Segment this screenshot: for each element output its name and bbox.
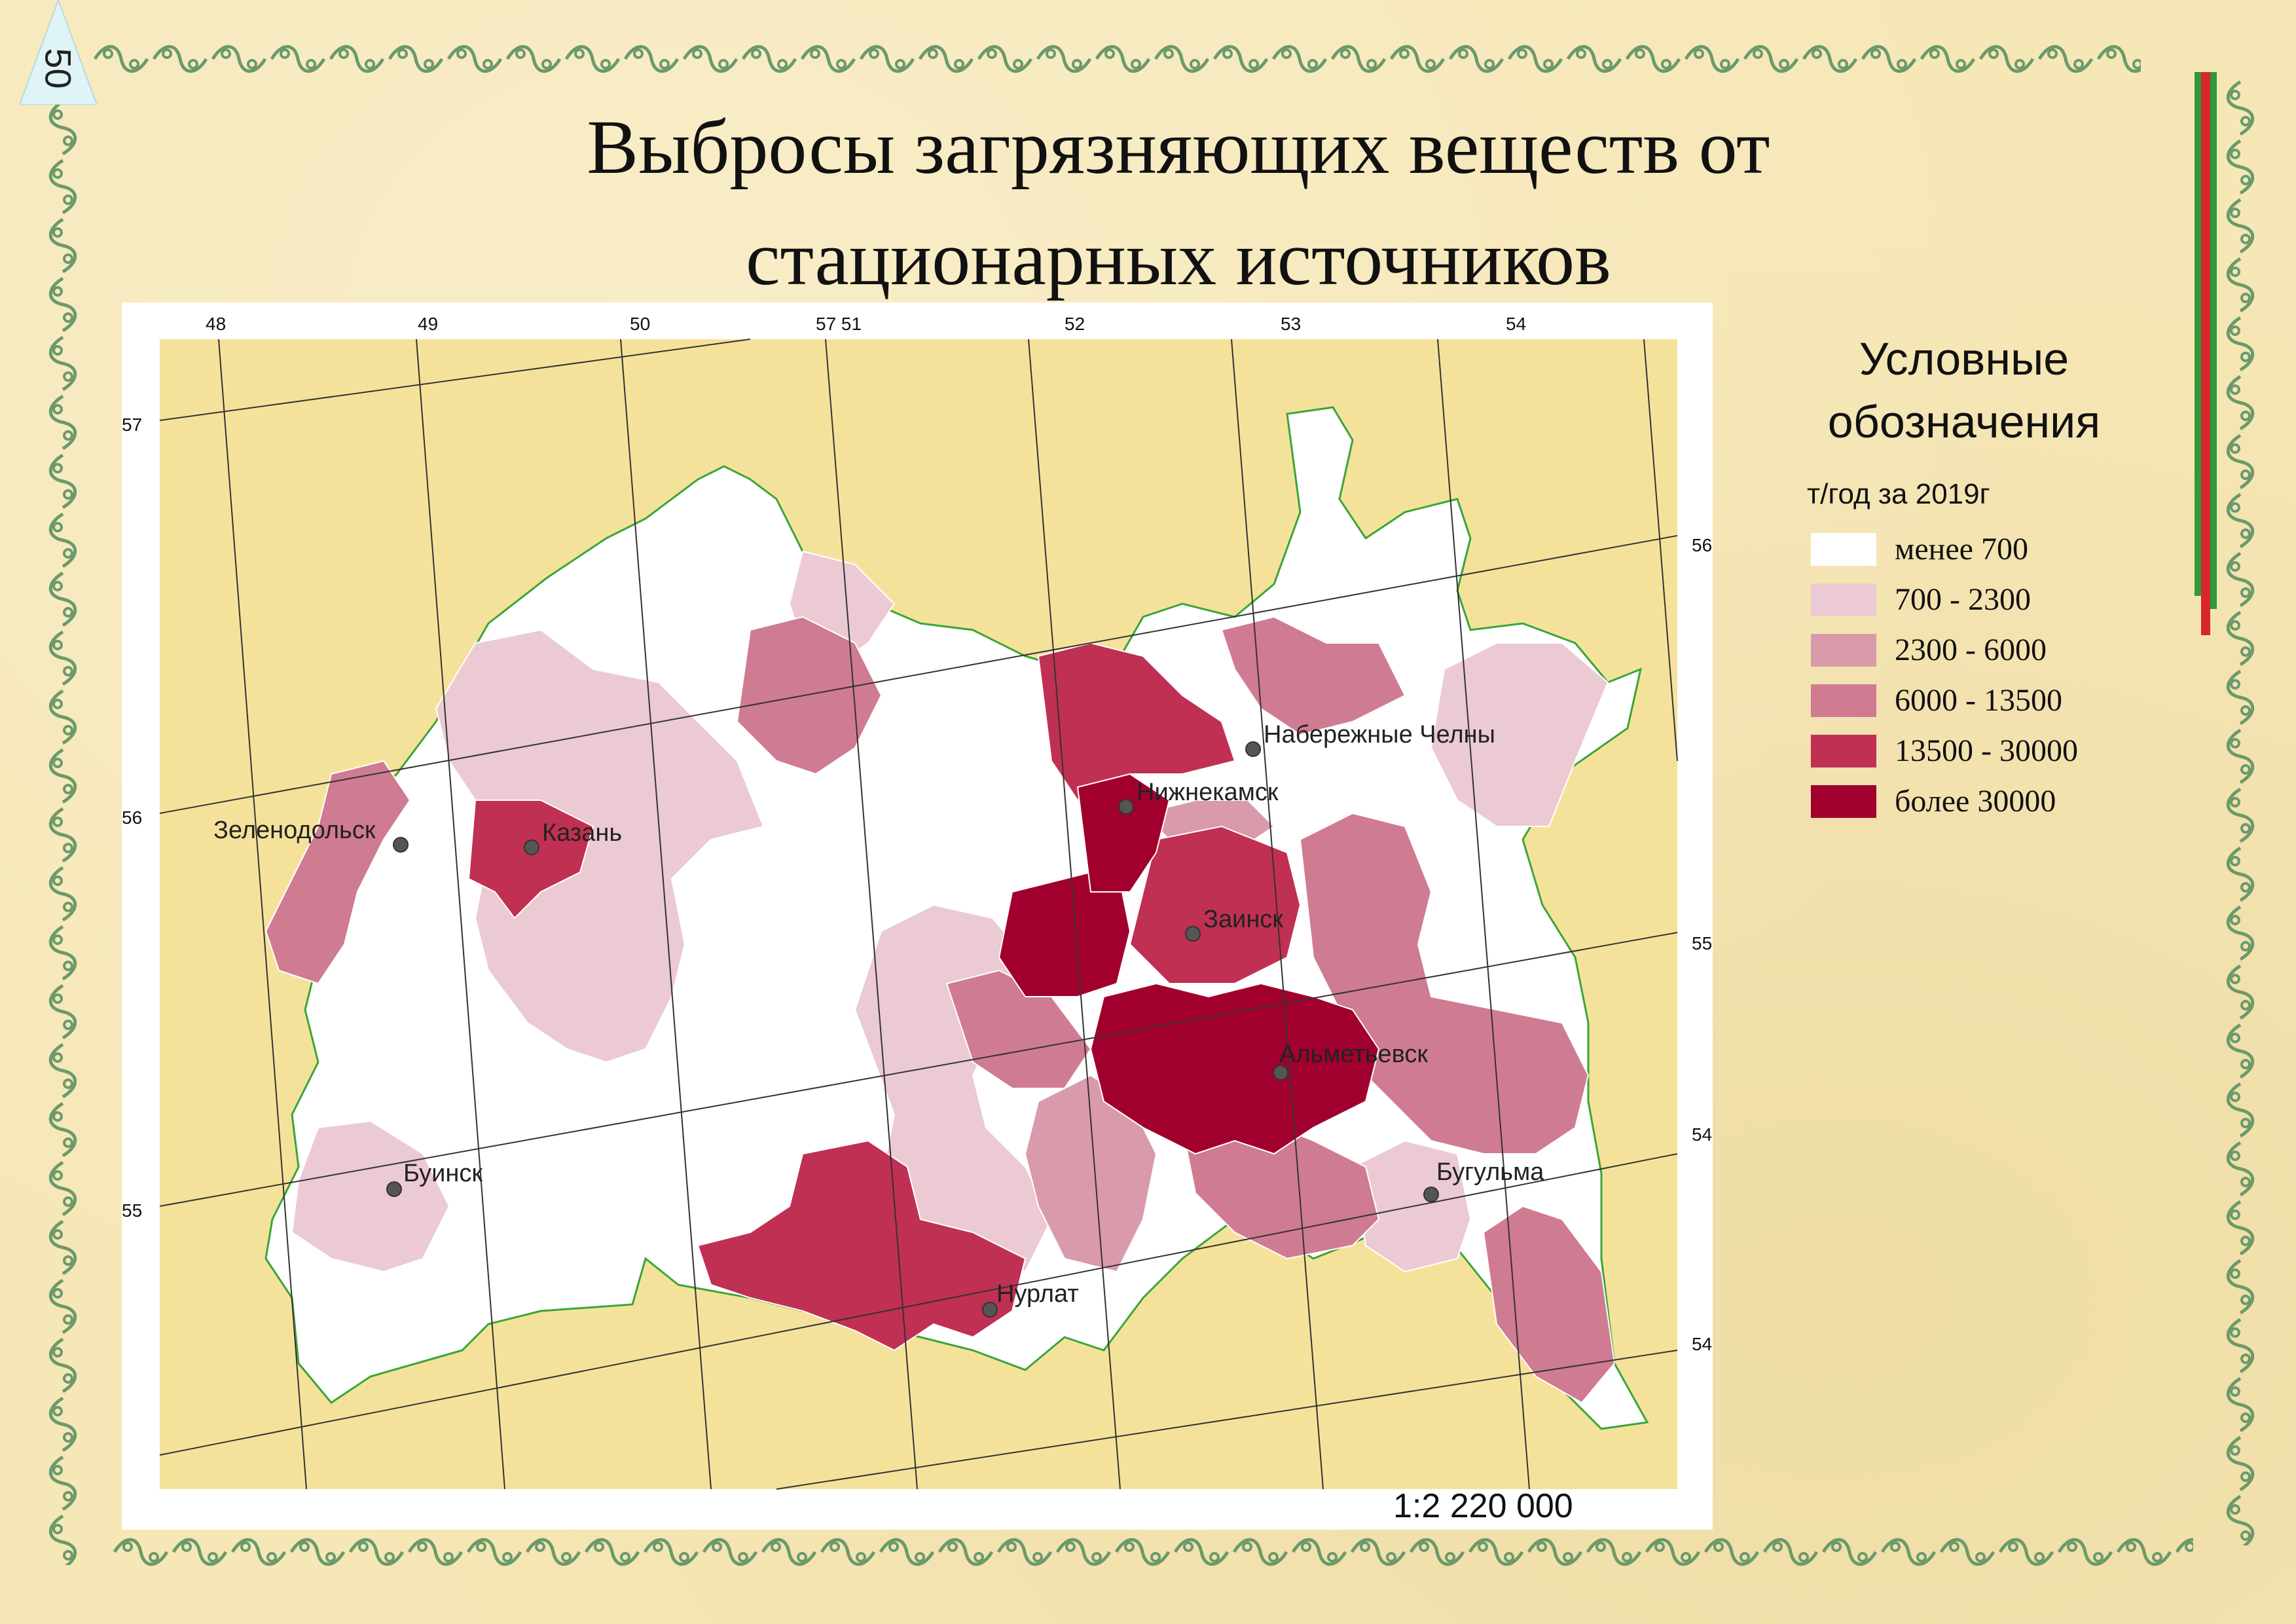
lon-label-54: 54: [1506, 314, 1526, 334]
city-buinsk: Буинск: [386, 1160, 483, 1197]
legend-item: 6000 - 13500: [1811, 675, 2078, 726]
map-canvas: 48 49 50 57 51 52 53 54 57 56 55 56 55 5…: [122, 314, 1712, 1490]
city-label: Набережные Челны: [1264, 721, 1495, 748]
lon-label-48: 48: [206, 314, 226, 334]
city-bugulma: Бугульма: [1423, 1158, 1544, 1202]
city-label: Зеленодольск: [213, 817, 376, 844]
class-over-30000: [998, 773, 1380, 1155]
city-zelenodolsk: Зеленодольск: [213, 817, 409, 853]
ornament-border-top: [92, 39, 2141, 79]
legend-item: менее 700: [1811, 524, 2078, 574]
graticule: [159, 339, 1678, 1490]
lat-right-54a: 54: [1692, 1124, 1712, 1145]
city-nurlat: Нурлат: [982, 1280, 1079, 1318]
city-label: Нурлат: [996, 1280, 1079, 1308]
city-naberezhnye-chelny: Набережные Челны: [1245, 721, 1495, 757]
ornament-border-bottom: [111, 1532, 2193, 1572]
city-label: Бугульма: [1436, 1158, 1544, 1186]
lon-label-53: 53: [1281, 314, 1301, 334]
legend-item: 13500 - 30000: [1811, 726, 2078, 776]
city-marker: [1118, 799, 1134, 815]
legend-label: 2300 - 6000: [1895, 633, 2047, 667]
city-label: Нижнекамск: [1137, 779, 1279, 806]
legend-swatch: [1811, 532, 1876, 566]
legend-swatch: [1811, 784, 1876, 818]
legend-item: более 30000: [1811, 776, 2078, 826]
lat-right-55: 55: [1692, 933, 1712, 953]
city-kazan: Казань: [524, 819, 622, 855]
lon-label-51: 57 51: [816, 314, 862, 334]
city-marker: [524, 840, 539, 855]
legend-title: Условные обозначения: [1768, 327, 2160, 453]
legend-title-line-1: Условные: [1859, 333, 2069, 384]
class-13500-30000: [467, 642, 1302, 1352]
lat-left-57: 57: [122, 415, 142, 435]
legend-swatch: [1811, 734, 1876, 767]
legend-item: 2300 - 6000: [1811, 625, 2078, 675]
legend-list: менее 700 700 - 2300 2300 - 6000 6000 - …: [1811, 524, 2078, 826]
city-marker: [393, 837, 409, 853]
city-label: Казань: [542, 819, 622, 847]
ornament-border-left: [43, 98, 82, 1565]
city-label: Буинск: [403, 1160, 483, 1187]
lon-label-49: 49: [418, 314, 438, 334]
city-marker: [1423, 1187, 1439, 1202]
city-marker: [1245, 741, 1261, 757]
legend-label: 13500 - 30000: [1895, 733, 2078, 768]
city-marker: [982, 1302, 998, 1318]
legend-label: менее 700: [1895, 532, 2028, 566]
legend-item: 700 - 2300: [1811, 574, 2078, 625]
city-label: Альметьевск: [1279, 1041, 1428, 1068]
city-label: Заинск: [1203, 906, 1283, 933]
title-line-2: стационарных источников: [746, 215, 1611, 301]
city-nizhnekamsk: Нижнекамск: [1118, 779, 1279, 815]
map-scale: 1:2 220 000: [1393, 1487, 1573, 1525]
lon-label-50: 50: [630, 314, 650, 334]
lat-left-56: 56: [122, 807, 142, 828]
map-title: Выбросы загрязняющих веществ от стациона…: [426, 92, 1931, 314]
page-number: 50: [37, 48, 79, 89]
lat-right-54b: 54: [1692, 1334, 1712, 1354]
city-marker: [1185, 926, 1201, 942]
legend-label: 6000 - 13500: [1895, 683, 2062, 718]
legend-title-line-2: обозначения: [1827, 396, 2101, 447]
page-number-tab: [20, 0, 97, 105]
ornament-border-right: [2221, 79, 2260, 1545]
city-almetyevsk: Альметьевск: [1273, 1041, 1428, 1080]
city-marker: [386, 1181, 402, 1197]
legend-label: 700 - 2300: [1895, 582, 2031, 617]
title-line-1: Выбросы загрязняющих веществ от: [587, 104, 1770, 190]
city-marker: [1273, 1065, 1288, 1080]
legend-swatch: [1811, 684, 1876, 717]
city-zainsk: Заинск: [1185, 906, 1283, 942]
lat-left-55: 55: [122, 1200, 142, 1221]
lon-label-52: 52: [1065, 314, 1085, 334]
legend-unit: т/год за 2019г: [1807, 478, 1990, 510]
flag-ribbon: [2195, 72, 2217, 635]
legend-swatch: [1811, 633, 1876, 667]
legend-swatch: [1811, 583, 1876, 616]
legend-label: более 30000: [1895, 784, 2056, 819]
lat-right-56: 56: [1692, 535, 1712, 555]
